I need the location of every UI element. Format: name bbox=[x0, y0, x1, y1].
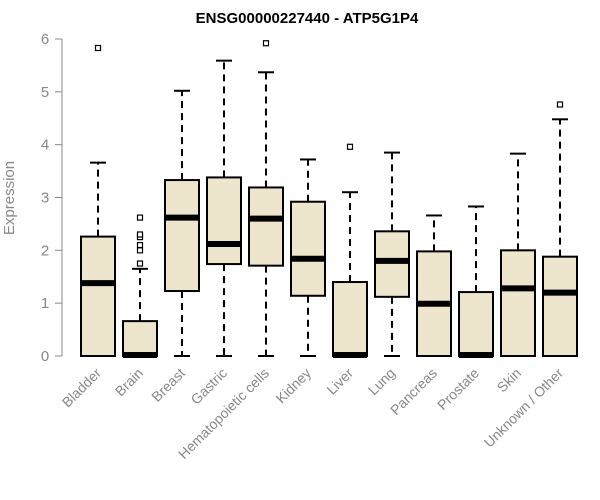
box-7 bbox=[374, 151, 410, 357]
x-tick-label: Unknown / Other bbox=[481, 365, 567, 451]
box-10 bbox=[500, 152, 536, 357]
y-tick-label: 0 bbox=[41, 348, 49, 365]
x-tick-label: Breast bbox=[148, 365, 188, 405]
x-tick-label: Liver bbox=[323, 365, 356, 398]
box-2 bbox=[164, 89, 200, 357]
iqr-box bbox=[248, 186, 284, 267]
box-9 bbox=[458, 205, 494, 358]
outlier-point bbox=[136, 214, 144, 221]
iqr-box bbox=[332, 281, 368, 357]
box-11 bbox=[542, 101, 578, 358]
y-tick-label: 2 bbox=[41, 242, 49, 259]
box-5 bbox=[290, 158, 326, 357]
iqr-box bbox=[542, 255, 578, 358]
boxes-group bbox=[80, 40, 578, 358]
x-tick-label: Lung bbox=[365, 365, 398, 398]
outlier-point bbox=[136, 231, 144, 238]
outlier-point bbox=[94, 44, 102, 52]
outlier-point bbox=[136, 241, 144, 249]
iqr-box bbox=[458, 291, 494, 357]
outlier-point bbox=[346, 143, 354, 150]
box-8 bbox=[416, 214, 452, 357]
box-6 bbox=[332, 143, 368, 358]
y-tick-label: 1 bbox=[41, 295, 49, 312]
iqr-box bbox=[80, 235, 116, 357]
x-tick-label: Pancreas bbox=[387, 365, 440, 418]
y-axis-label: Expression bbox=[1, 161, 18, 235]
outlier-point bbox=[136, 260, 144, 267]
x-tick-label: Bladder bbox=[59, 365, 105, 411]
iqr-box bbox=[374, 230, 410, 298]
y-tick-label: 6 bbox=[41, 31, 49, 48]
y-tick-label: 3 bbox=[41, 190, 49, 207]
outlier-point bbox=[262, 40, 270, 47]
x-tick-label: Kidney bbox=[273, 365, 315, 407]
box-0 bbox=[80, 44, 116, 357]
iqr-box bbox=[500, 249, 536, 357]
iqr-box bbox=[122, 320, 158, 358]
x-tick-label: Prostate bbox=[434, 365, 482, 413]
box-1 bbox=[122, 214, 158, 358]
outlier-point bbox=[556, 101, 564, 108]
x-tick-label: Skin bbox=[494, 365, 525, 396]
x-tick-label: Brain bbox=[112, 365, 146, 399]
box-3 bbox=[206, 59, 242, 357]
y-tick-label: 5 bbox=[41, 84, 49, 101]
iqr-box bbox=[206, 176, 242, 266]
y-tick-label: 4 bbox=[41, 137, 49, 154]
chart-title: ENSG00000227440 - ATP5G1P4 bbox=[196, 10, 419, 27]
box-4 bbox=[248, 40, 284, 357]
y-axis: 0 1 2 3 4 5 6 bbox=[41, 31, 63, 365]
outlier-point bbox=[136, 247, 144, 254]
iqr-box bbox=[164, 179, 200, 293]
iqr-box bbox=[290, 200, 326, 297]
